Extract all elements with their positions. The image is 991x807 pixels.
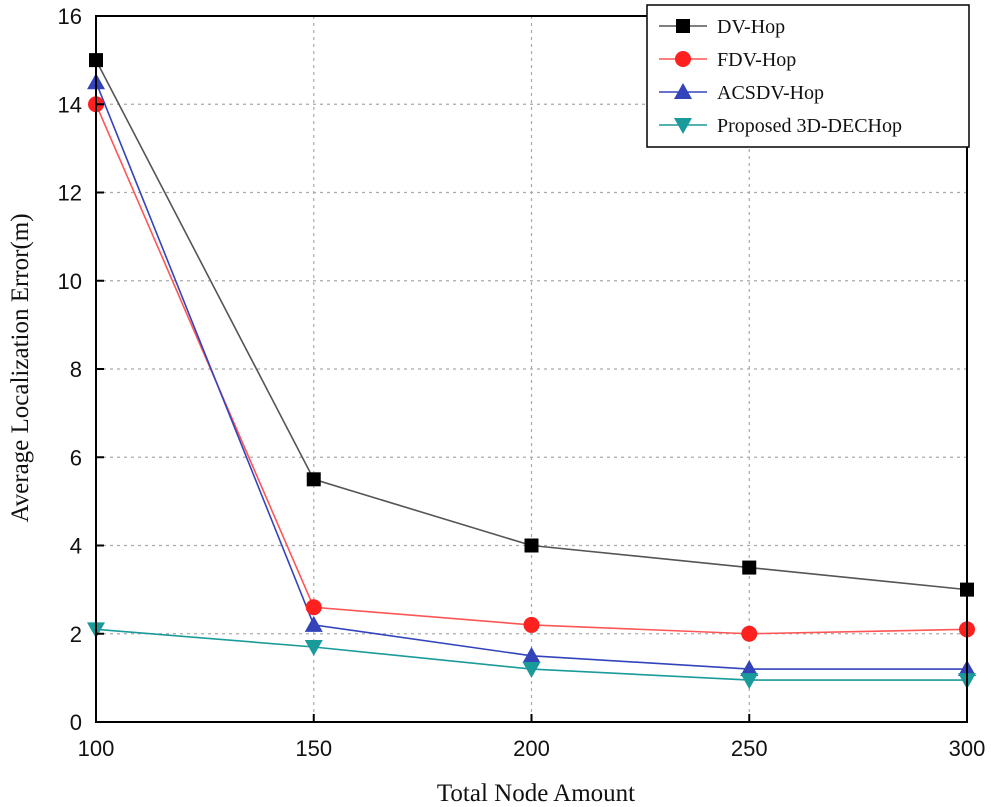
legend-label-dv-hop: DV-Hop: [717, 16, 785, 38]
axis-ticks: [95, 15, 968, 723]
x-tick-label-250: 250: [731, 736, 768, 761]
y-tick-label-12: 12: [58, 181, 82, 206]
legend-marker-acsdv-hop: [674, 83, 692, 99]
data-point-proposed-3d-dechop-150: [304, 639, 323, 656]
data-point-acsdv-hop-250: [740, 660, 759, 677]
y-tick-label-14: 14: [58, 92, 82, 117]
x-tick-label-100: 100: [78, 736, 115, 761]
legend-label-fdv-hop: FDV-Hop: [717, 49, 796, 71]
y-tick-label-10: 10: [58, 269, 82, 294]
series-lines: [95, 59, 968, 681]
y-tick-label-2: 2: [70, 622, 82, 647]
y-axis-title: Average Localization Error(m): [7, 213, 34, 522]
x-tick-label-300: 300: [949, 736, 986, 761]
y-axis-tick-labels: 0 2 4 6 8 10 12 14 16: [58, 4, 82, 735]
data-point-acsdv-hop-150: [304, 615, 323, 632]
series-markers: [87, 53, 976, 690]
legend-label-acsdv-hop: ACSDV-Hop: [717, 82, 824, 104]
legend-marker-fdv-hop: [675, 51, 691, 67]
legend-box: [646, 4, 970, 148]
x-axis-title: Total Node Amount: [437, 780, 635, 807]
legend-label-proposed-3d-dechop: Proposed 3D-DECHop: [717, 115, 902, 137]
y-tick-label-4: 4: [70, 534, 82, 559]
data-point-dv-hop-200: [524, 538, 539, 553]
data-point-proposed-3d-dechop-200: [522, 662, 541, 679]
x-axis-tick-labels: 100 150 200 250 300: [78, 736, 986, 761]
data-point-fdv-hop-250: [741, 625, 758, 642]
data-point-dv-hop-250: [742, 560, 757, 575]
legend: DV-Hop FDV-Hop ACSDV-Hop Proposed 3D-DECHop: [646, 4, 970, 148]
data-point-fdv-hop-200: [523, 616, 540, 633]
x-tick-label-200: 200: [513, 736, 550, 761]
data-point-proposed-3d-dechop-250: [740, 673, 759, 690]
legend-marker-proposed-3d-dechop: [674, 118, 692, 134]
data-point-acsdv-hop-200: [522, 646, 541, 663]
legend-marker-dv-hop: [676, 19, 690, 33]
x-tick-label-150: 150: [295, 736, 332, 761]
y-tick-label-8: 8: [70, 357, 82, 382]
data-point-dv-hop-150: [306, 472, 321, 487]
data-point-fdv-hop-150: [305, 599, 322, 616]
y-tick-label-6: 6: [70, 445, 82, 470]
y-tick-label-0: 0: [70, 710, 82, 735]
y-tick-label-16: 16: [58, 4, 82, 29]
